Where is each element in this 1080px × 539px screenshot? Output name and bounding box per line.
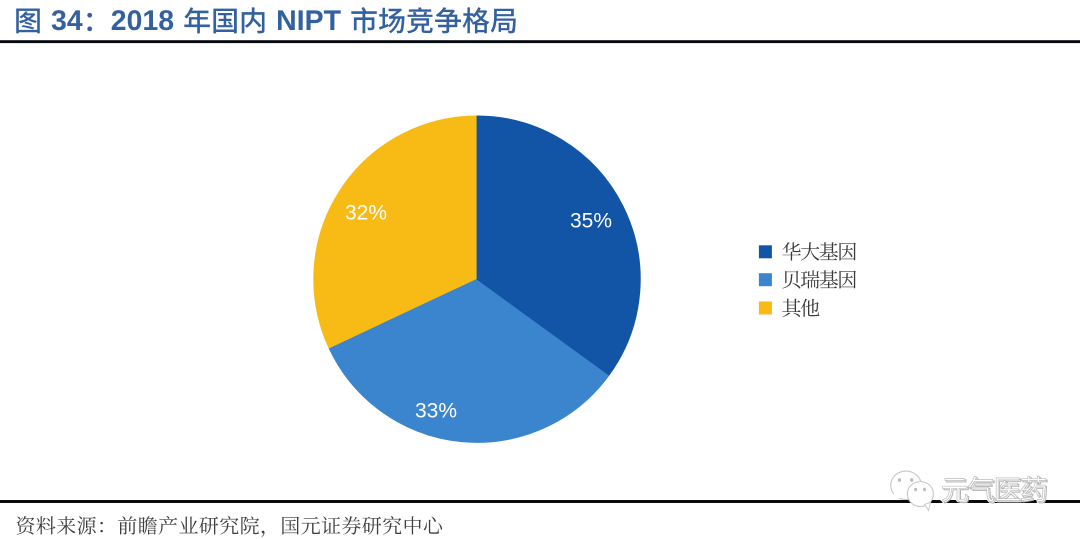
svg-text:35%: 35%	[570, 210, 612, 233]
svg-text:32%: 32%	[345, 202, 387, 225]
svg-text:33%: 33%	[415, 400, 457, 423]
